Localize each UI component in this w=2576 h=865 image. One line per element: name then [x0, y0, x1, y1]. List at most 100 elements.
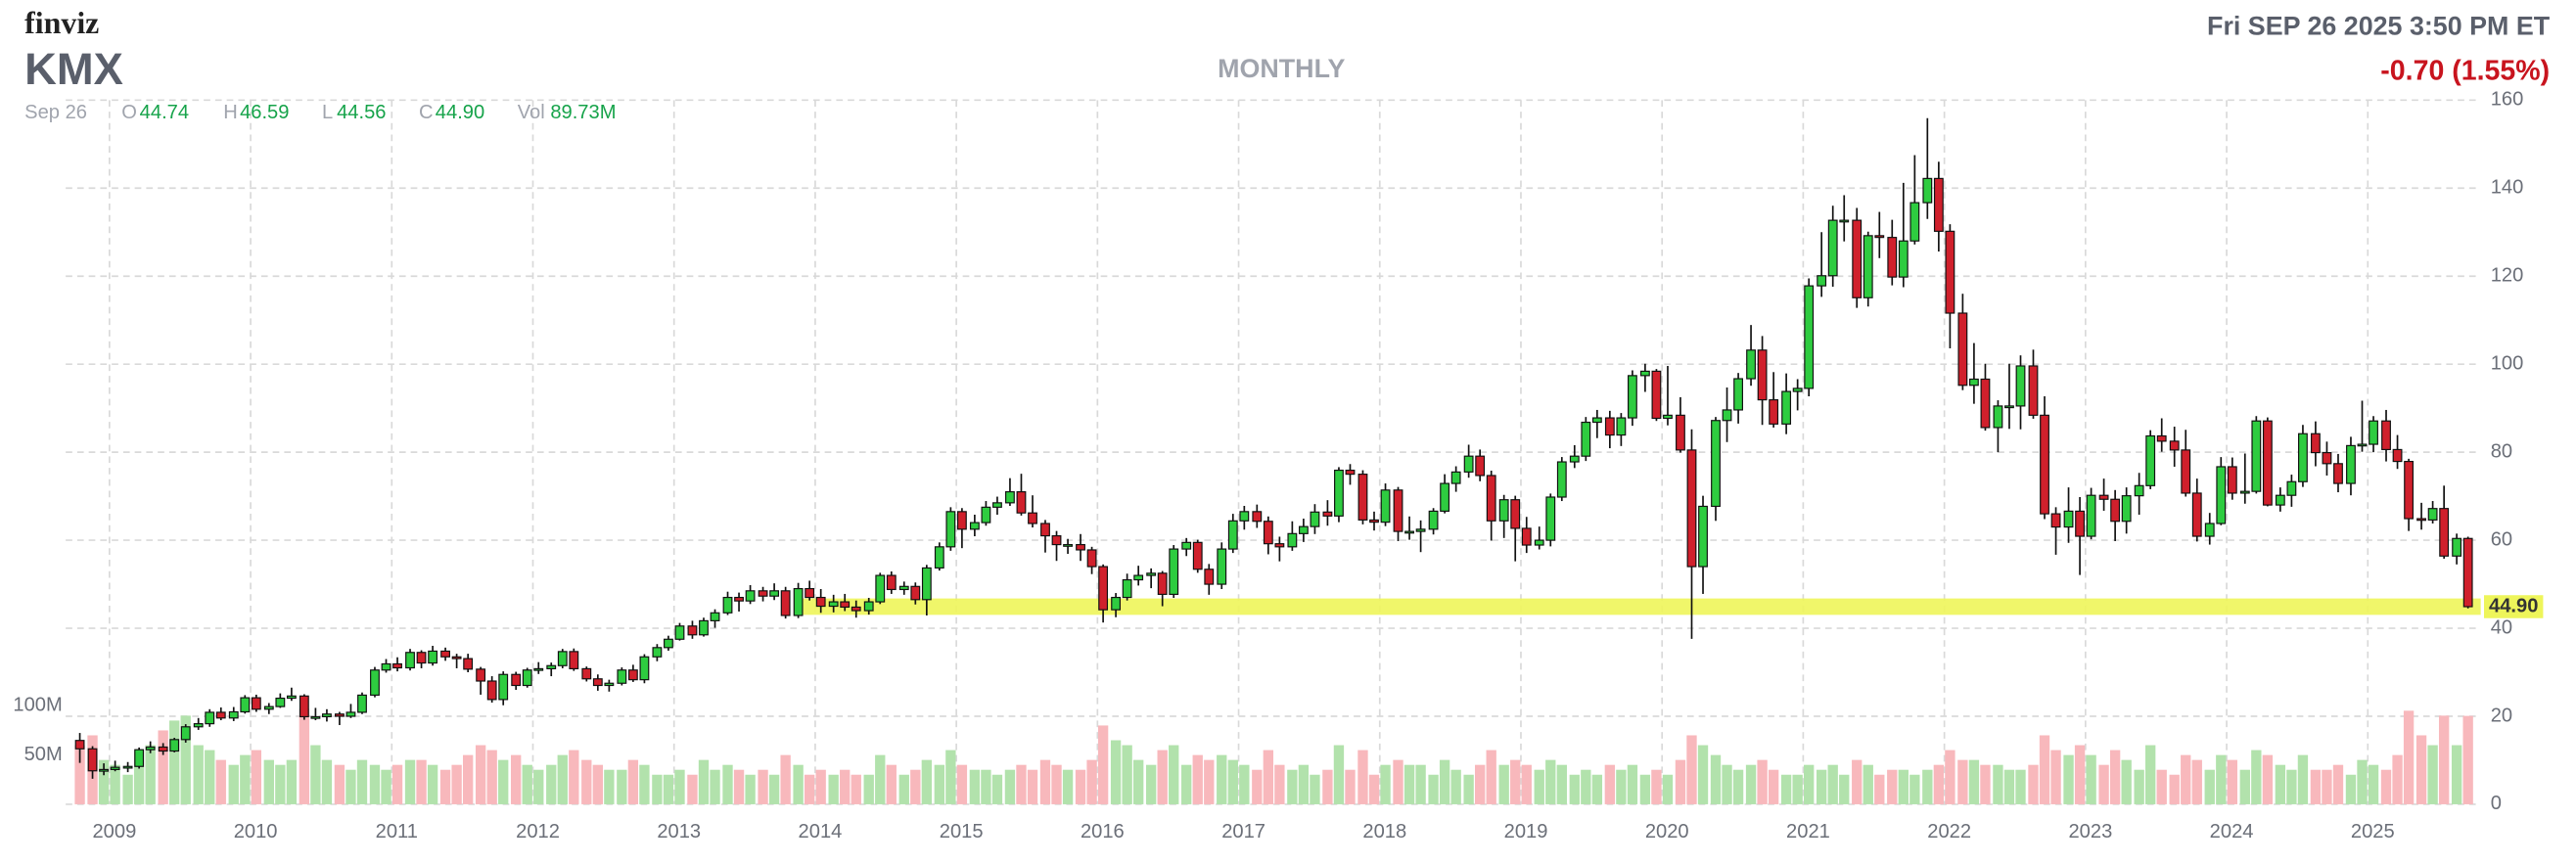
- candle-body: [840, 601, 851, 609]
- candle-body: [2134, 484, 2144, 497]
- volume-bar: [745, 774, 756, 804]
- volume-bar: [158, 730, 168, 804]
- volume-bar: [1298, 764, 1310, 804]
- candle-body: [1334, 469, 1344, 517]
- candle-body: [2369, 420, 2378, 445]
- x-tick-label: 2014: [799, 821, 843, 842]
- candle-body: [2169, 440, 2180, 451]
- candle-body: [687, 625, 698, 636]
- volume-bar: [1686, 735, 1697, 804]
- candle-body: [639, 656, 650, 681]
- volume-bar: [2345, 774, 2357, 804]
- volume-bar: [1697, 745, 1709, 804]
- grid-layer: [66, 99, 2481, 805]
- volume-bar: [1368, 774, 1380, 804]
- volume-bar: [898, 774, 909, 804]
- candle-body: [251, 697, 261, 710]
- candle-body: [2275, 494, 2285, 506]
- candle-body: [758, 590, 768, 597]
- volume-bar: [2086, 754, 2096, 804]
- volume-bar: [498, 759, 509, 804]
- volume-bar: [1039, 759, 1051, 804]
- candle-body: [2322, 451, 2332, 465]
- volume-bar: [2145, 745, 2156, 804]
- candle-body: [1521, 527, 1532, 546]
- volume-bar: [1122, 745, 1132, 804]
- candle-body: [1839, 219, 1850, 223]
- volume-bar: [228, 764, 239, 804]
- candle-body: [74, 740, 85, 750]
- candle-body: [381, 662, 391, 671]
- candle-body: [1993, 405, 2003, 429]
- volume-bar: [299, 708, 310, 804]
- candle-body: [1852, 219, 1863, 298]
- volume-bar: [1863, 764, 1873, 804]
- volume-bar: [1345, 769, 1356, 804]
- volume-bar: [381, 769, 391, 804]
- candle-body: [793, 587, 804, 616]
- candle-body: [546, 664, 557, 669]
- volume-bar: [263, 759, 274, 804]
- candle-body: [345, 711, 356, 717]
- candle-body: [604, 682, 615, 687]
- volume-bar: [1016, 764, 1027, 804]
- volume-bar: [1097, 725, 1109, 804]
- volume-bar: [581, 759, 592, 804]
- volume-bar: [2332, 764, 2344, 804]
- candle-body: [193, 723, 204, 728]
- volume-bar: [1086, 759, 1097, 804]
- volume-bar: [991, 774, 1003, 804]
- logo[interactable]: finviz: [24, 6, 99, 40]
- y-tick-label: 0: [2491, 793, 2502, 814]
- volume-bar: [1192, 754, 1203, 804]
- candle-body: [498, 673, 509, 701]
- candle-body: [805, 587, 815, 599]
- candle-body: [1122, 578, 1132, 599]
- candle-body: [463, 658, 474, 670]
- x-tick-label: 2017: [1221, 821, 1265, 842]
- volume-bar: [592, 764, 603, 804]
- last-price-band: [800, 598, 2481, 615]
- candle-body: [769, 590, 780, 597]
- volume-bar: [851, 774, 861, 804]
- candle-body: [134, 749, 145, 767]
- volume-bar: [1181, 764, 1192, 804]
- volume-bar: [722, 764, 733, 804]
- candle-body: [1252, 511, 1263, 523]
- candle-body: [205, 711, 215, 725]
- candle-body: [2452, 537, 2462, 557]
- candle-body: [1005, 491, 1015, 504]
- volume-bar: [2169, 774, 2180, 804]
- volume-bar: [1227, 759, 1238, 804]
- volume-bar: [486, 750, 497, 804]
- x-tick-label: 2025: [2351, 821, 2395, 842]
- candle-body: [1957, 312, 1968, 387]
- candle-body: [2216, 466, 2227, 524]
- volume-bar: [2109, 750, 2121, 804]
- info-label: C: [419, 102, 434, 123]
- candle-body: [2346, 444, 2356, 484]
- volume-bar: [934, 764, 944, 804]
- candle-body: [215, 711, 226, 719]
- volume-bar: [2156, 769, 2167, 804]
- volume-bar: [2003, 769, 2015, 804]
- volume-bar: [1745, 764, 1757, 804]
- candle-body: [99, 768, 109, 772]
- candle-body: [1698, 505, 1708, 568]
- candle-body: [592, 678, 603, 687]
- volume-bar: [1062, 769, 1074, 804]
- candle-body: [1887, 237, 1898, 278]
- candle-body: [1898, 240, 1909, 278]
- volume-bar: [886, 764, 897, 804]
- volume-tick-label: 50M: [24, 744, 63, 765]
- volume-bar: [1887, 769, 1898, 804]
- candle-body: [1428, 510, 1439, 530]
- volume-bar: [122, 774, 133, 804]
- candle-body: [2381, 420, 2391, 451]
- volume-bar: [1428, 774, 1439, 804]
- volume-bar: [533, 769, 544, 804]
- volume-bar: [1616, 769, 1627, 804]
- volume-bar: [205, 750, 215, 804]
- volume-bar: [2415, 735, 2427, 804]
- volume-bar: [98, 759, 110, 804]
